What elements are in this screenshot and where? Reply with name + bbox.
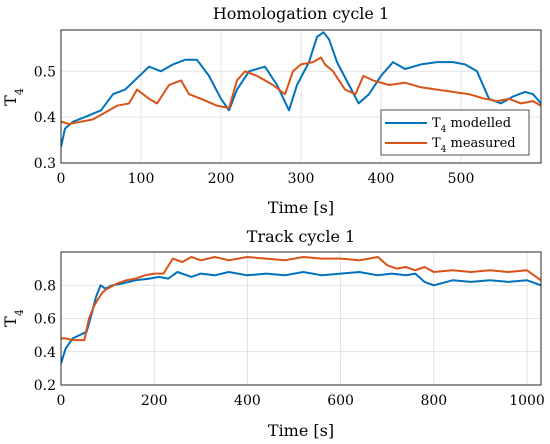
x-tick-label: 400 bbox=[368, 171, 395, 187]
y-tick-label: 0.6 bbox=[34, 312, 56, 328]
x-tick-label: 800 bbox=[420, 393, 447, 409]
y-axis-label: T4 bbox=[1, 309, 26, 327]
plot-lines bbox=[61, 256, 541, 364]
legend-box bbox=[380, 109, 530, 156]
x-tick-label: 0 bbox=[57, 171, 66, 187]
series-line-t-4-modelled bbox=[61, 31, 541, 148]
x-tick-label: 300 bbox=[288, 171, 315, 187]
x-tick-label: 200 bbox=[141, 393, 168, 409]
y-tick-label: 0.8 bbox=[34, 278, 56, 294]
x-tick-label: 200 bbox=[208, 171, 235, 187]
x-tick-label: 1000 bbox=[509, 393, 545, 409]
y-tick-label: 0.3 bbox=[34, 156, 56, 172]
chart-homologation-cycle-1: Homologation cycle 1 0 100 200 300 400 500 0.… bbox=[1, 4, 542, 217]
plot-lines bbox=[61, 31, 541, 148]
series-line-t-4-modelled bbox=[61, 271, 541, 364]
legend-entry-modelled: T4 modelled bbox=[432, 116, 511, 135]
y-axis-label: T4 bbox=[1, 88, 26, 106]
y-tick-label: 0.4 bbox=[34, 345, 56, 361]
legend-entry-measured: T4 measured bbox=[432, 136, 516, 155]
chart-title: Homologation cycle 1 bbox=[213, 4, 389, 23]
x-axis-label: Time [s] bbox=[268, 421, 334, 440]
x-tick-labels: 0 100 200 300 400 500 bbox=[57, 171, 475, 187]
series-line-t-4-measured bbox=[61, 56, 541, 125]
chart-track-cycle-1: Track cycle 1 0 200 400 600 800 1000 0.20.40.… bbox=[1, 227, 545, 440]
plot-frame bbox=[60, 251, 542, 386]
x-tick-labels: 0 200 400 600 800 1000 bbox=[57, 393, 545, 409]
series-line-t-4-measured bbox=[61, 256, 541, 342]
x-axis-label: Time [s] bbox=[268, 198, 334, 217]
y-tick-labels: 0.2 0.4 0.6 0.8 bbox=[34, 278, 56, 394]
plot-frame bbox=[60, 29, 542, 164]
y-tick-label: 0.5 bbox=[34, 64, 56, 80]
x-tick-label: 600 bbox=[327, 393, 354, 409]
chart-title: Track cycle 1 bbox=[247, 227, 355, 246]
x-tick-label: 100 bbox=[128, 171, 155, 187]
x-tick-label: 0 bbox=[57, 393, 66, 409]
y-tick-label: 0.4 bbox=[34, 110, 56, 126]
legend: T4 modelled T4 measured bbox=[380, 109, 530, 156]
x-tick-label: 500 bbox=[448, 171, 475, 187]
y-tick-label: 0.2 bbox=[34, 378, 56, 394]
y-tick-labels: 0.3 0.4 0.5 bbox=[34, 64, 56, 172]
x-tick-label: 400 bbox=[234, 393, 261, 409]
